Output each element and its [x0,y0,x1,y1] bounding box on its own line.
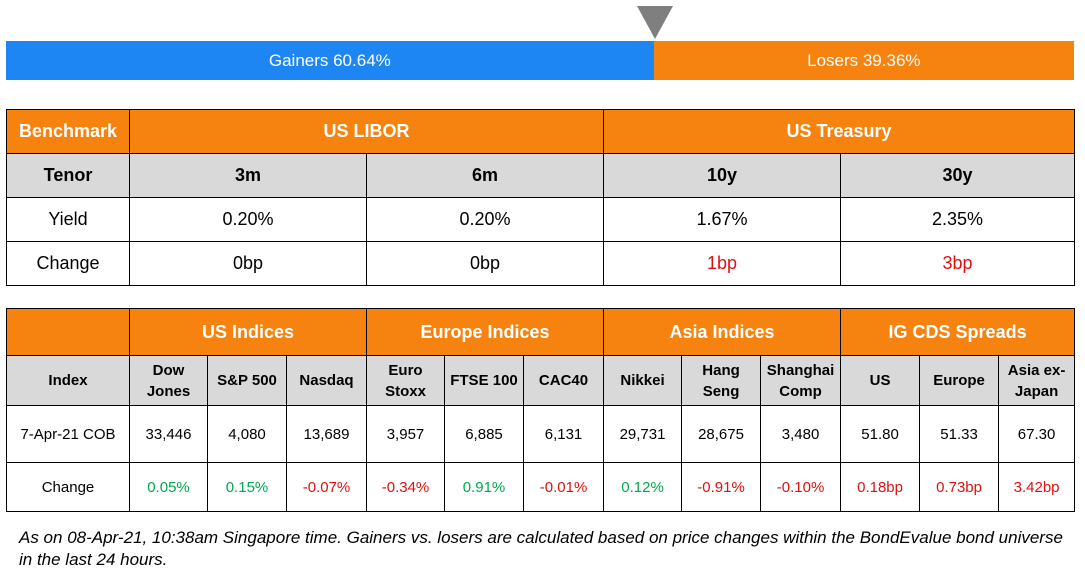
index-name-line: Nikkei [620,372,665,389]
index-value-cell: 67.30 [998,405,1076,463]
tenor-cell: 30y [840,153,1076,198]
rates-header-row: Benchmark US LIBOR US Treasury [6,109,1076,154]
us-treasury-header: US Treasury [603,109,1076,154]
index-name-line: Stoxx [385,382,426,400]
index-value-cell: 51.33 [919,405,1000,463]
yield-cell: 2.35% [840,197,1076,242]
index-name-cell: S&P 500 [207,355,287,406]
index-name-line: Europe [933,372,985,389]
index-name-line: Comp [779,382,822,400]
index-name-cell: Shanghai Comp [760,355,842,406]
index-name-cell: Hang Seng [681,355,762,406]
index-value-cell: 3,480 [760,405,842,463]
index-name-row: Index Dow Jones S&P 500 Nasdaq Euro Stoxx FTSE… [6,355,1076,406]
tenor-cell: 10y [603,153,842,198]
index-change-cell: -0.10% [760,462,842,512]
rate-change-cell: 3bp [840,241,1076,286]
index-name-line: Seng [702,382,740,400]
index-name-cell: FTSE 100 [444,355,524,406]
footnote: As on 08-Apr-21, 10:38am Singapore time.… [19,528,1063,569]
gainers-losers-bar: Gainers 60.64% Losers 39.36% [6,41,1074,80]
benchmark-rates-table: Benchmark US LIBOR US Treasury Tenor 3m … [6,109,1076,286]
benchmark-header: Benchmark [6,109,130,154]
index-name-line: US [869,372,891,389]
yield-cell: 0.20% [365,197,605,242]
rate-change-cell: 0bp [365,241,605,286]
tenor-label: Tenor [6,153,130,198]
index-value-cell: 28,675 [681,405,762,463]
tenor-cell: 3m [129,153,367,198]
index-value-row: 7-Apr-21 COB 33,446 4,080 13,689 3,957 6,885… [6,405,1076,463]
market-indices-table: US Indices Europe Indices Asia Indices I… [6,308,1076,512]
index-value-cell: 6,885 [444,405,524,463]
index-change-row: Change 0.05% 0.15% -0.07% -0.34% 0.91% -0.01%… [6,462,1076,512]
index-change-cell: -0.07% [286,462,367,512]
index-name-cell: Nasdaq [286,355,367,406]
index-value-cell: 6,131 [522,405,605,463]
index-value-cell: 29,731 [603,405,683,463]
losers-segment: Losers 39.36% [653,41,1074,80]
index-change-cell: 0.05% [129,462,208,512]
index-name-cell: Europe [919,355,1000,406]
asia-indices-header: Asia Indices [603,308,842,356]
tenor-row: Tenor 3m 6m 10y 30y [6,153,1076,198]
europe-indices-header: Europe Indices [365,308,605,356]
index-name-cell: Asia ex- Japan [998,355,1076,406]
index-change-cell: 0.18bp [840,462,921,512]
index-value-cell: 4,080 [207,405,287,463]
index-name-line: Asia ex- [1007,361,1066,379]
index-name-cell: CAC40 [522,355,605,406]
index-name-line: CAC40 [538,372,589,389]
index-value-cell: 3,957 [366,405,445,463]
index-name-line: S&P 500 [217,372,277,389]
index-value-cell: 13,689 [286,405,367,463]
yield-cell: 0.20% [129,197,367,242]
rate-change-label: Change [6,241,130,286]
index-name-line: Nasdaq [299,372,354,389]
yield-row: Yield 0.20% 0.20% 1.67% 2.35% [6,197,1076,242]
index-name-cell: Nikkei [603,355,683,406]
index-name-cell: Euro Stoxx [366,355,445,406]
index-name-cell: Dow Jones [129,355,208,406]
split-marker-triangle [637,6,673,39]
index-change-cell: 0.91% [444,462,524,512]
rate-change-row: Change 0bp 0bp 1bp 3bp [6,241,1076,286]
index-name-line: FTSE 100 [450,372,518,389]
corner-header-cell [6,308,130,356]
index-change-cell: 3.42bp [998,462,1076,512]
index-value-cell: 33,446 [129,405,208,463]
yield-label: Yield [6,197,130,242]
us-indices-header: US Indices [129,308,367,356]
tenor-cell: 6m [365,153,605,198]
index-label: Index [6,355,130,406]
market-group-header-row: US Indices Europe Indices Asia Indices I… [6,308,1076,356]
index-name-line: Euro [388,361,423,379]
index-change-cell: 0.12% [603,462,683,512]
value-date-label: 7-Apr-21 COB [6,405,130,463]
index-name-cell: US [840,355,921,406]
index-change-cell: -0.34% [366,462,445,512]
index-change-cell: -0.91% [681,462,762,512]
index-change-cell: 0.73bp [919,462,1000,512]
index-name-line: Shanghai [766,361,835,379]
rate-change-cell: 0bp [129,241,367,286]
us-libor-header: US LIBOR [128,109,605,154]
index-name-line: Dow [152,361,185,379]
index-change-label: Change [6,462,130,512]
yield-cell: 1.67% [603,197,842,242]
gainers-segment: Gainers 60.64% [6,41,654,80]
index-name-line: Japan [1014,382,1059,400]
index-value-cell: 51.80 [840,405,921,463]
index-name-line: Jones [146,382,191,400]
index-name-line: Hang [702,361,740,379]
index-change-cell: -0.01% [522,462,605,512]
rate-change-cell: 1bp [603,241,842,286]
index-change-cell: 0.15% [207,462,287,512]
ig-cds-spreads-header: IG CDS Spreads [840,308,1076,356]
